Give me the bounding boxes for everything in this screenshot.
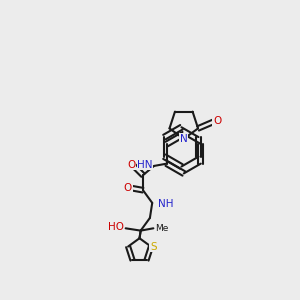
Text: O: O (213, 116, 221, 127)
Text: N: N (180, 134, 188, 144)
Text: HN: HN (137, 160, 153, 170)
Text: O: O (127, 160, 136, 170)
Text: O: O (124, 183, 132, 193)
Text: NH: NH (158, 199, 173, 209)
Text: HO: HO (108, 222, 124, 232)
Text: Me: Me (155, 224, 169, 233)
Text: S: S (150, 242, 157, 251)
